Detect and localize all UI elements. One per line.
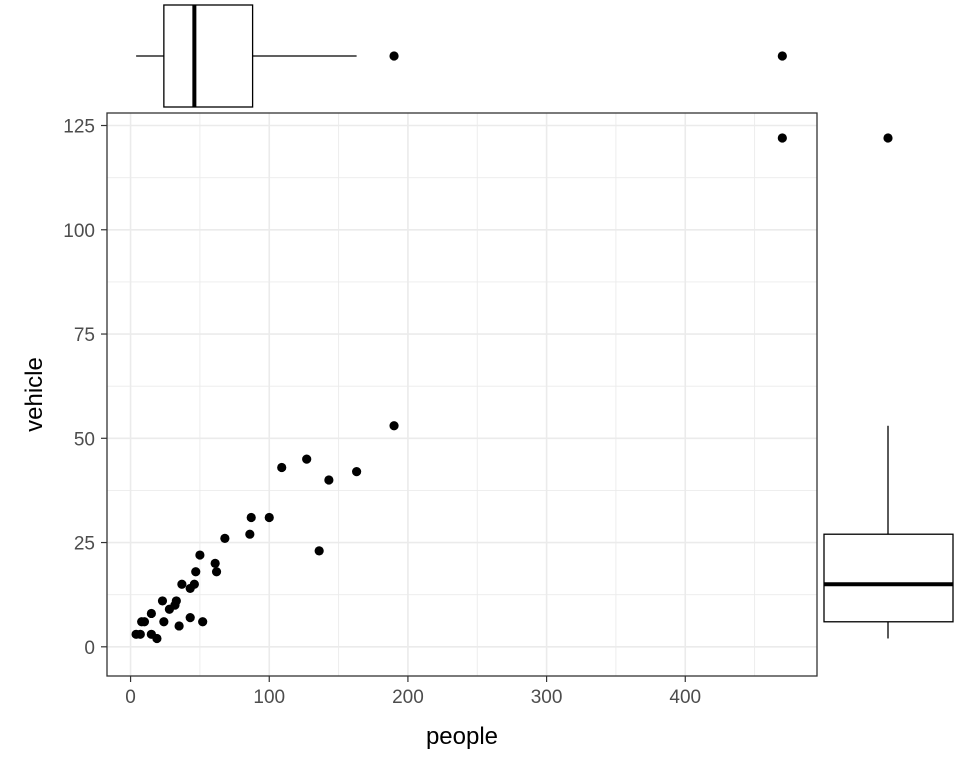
x-tick-label: 0	[125, 687, 136, 708]
x-tick-label: 400	[669, 687, 701, 708]
data-point	[191, 567, 201, 577]
data-point	[246, 512, 256, 523]
data-point	[352, 467, 362, 477]
x-box-iqr	[163, 4, 254, 108]
data-point	[777, 133, 787, 143]
data-point	[210, 558, 220, 569]
x-marginal-boxplot	[136, 4, 787, 108]
data-point	[277, 462, 287, 473]
major-gridlines	[107, 113, 817, 676]
data-point	[164, 604, 175, 614]
data-point	[195, 550, 205, 560]
y-tick-label: 50	[74, 429, 95, 450]
data-point	[174, 621, 184, 631]
data-point	[137, 617, 147, 627]
y-tick-label: 100	[63, 221, 95, 242]
data-point	[302, 454, 312, 464]
data-point	[152, 633, 162, 644]
data-point	[264, 512, 274, 523]
x-box-outlier	[777, 51, 787, 61]
data-point	[185, 613, 195, 623]
data-point	[211, 567, 222, 577]
minor-gridlines	[107, 113, 817, 676]
data-point	[314, 546, 324, 556]
data-point	[159, 617, 169, 627]
y-tick-label: 25	[74, 534, 95, 555]
y-tick-label: 125	[63, 117, 95, 138]
data-point	[177, 579, 187, 589]
y-axis-title: vehicle	[21, 357, 48, 432]
data-point	[324, 475, 334, 485]
data-point	[146, 608, 156, 619]
y-box-iqr	[823, 533, 954, 623]
data-point	[389, 421, 399, 431]
y-marginal-boxplot	[823, 133, 954, 639]
y-tick-label: 75	[74, 325, 95, 346]
x-tick-label: 300	[531, 687, 563, 708]
y-box-outlier	[883, 133, 893, 143]
data-point	[185, 583, 195, 594]
data-point	[245, 529, 255, 539]
data-points	[131, 133, 787, 644]
data-point	[157, 596, 168, 606]
axis-ticks	[101, 124, 686, 682]
data-point	[198, 617, 208, 627]
data-point	[135, 629, 145, 639]
x-axis-title: people	[426, 723, 498, 750]
x-tick-label: 100	[253, 687, 285, 708]
y-tick-label: 0	[84, 638, 95, 659]
x-tick-label: 200	[392, 687, 424, 708]
plot-panel-border	[106, 112, 818, 677]
x-box-outlier	[389, 51, 399, 61]
tick-labels: 0 100 200 300 400 0 25 50 75 100 125	[63, 117, 701, 708]
data-point	[220, 533, 230, 543]
